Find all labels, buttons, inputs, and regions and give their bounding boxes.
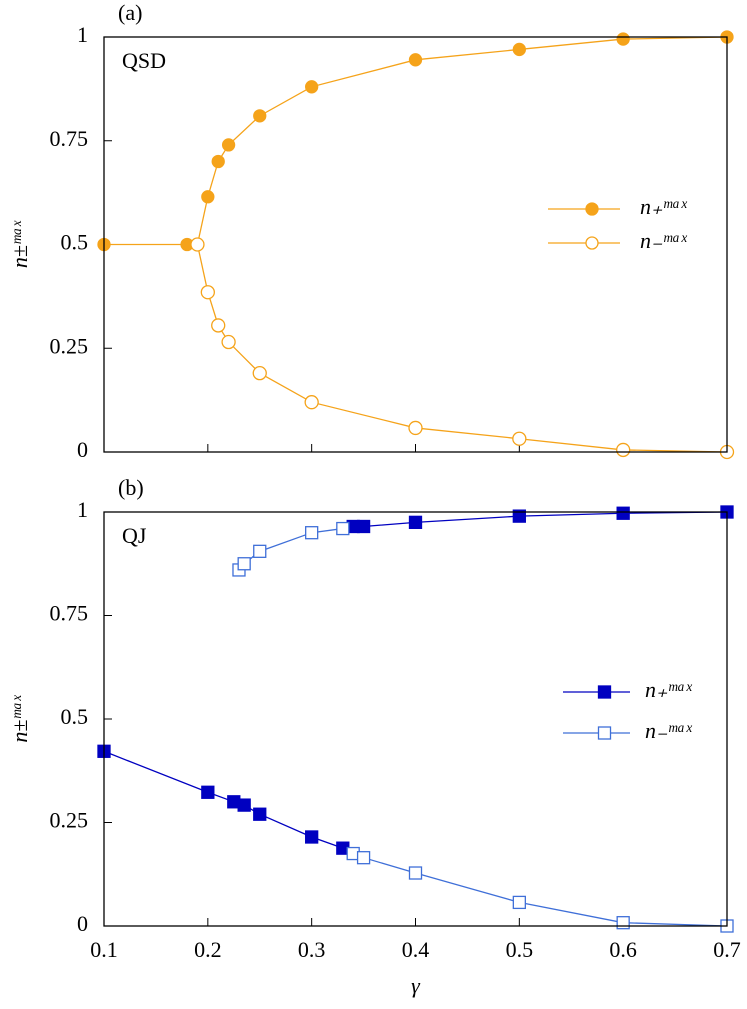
legend-label: n₋ᵐᵃˣ [645, 718, 693, 743]
plot-frame [103, 511, 728, 927]
legend-label: n₋ᵐᵃˣ [640, 228, 688, 253]
marker [237, 557, 251, 571]
marker [512, 42, 526, 57]
marker [253, 807, 267, 821]
legend-marker [585, 202, 599, 216]
marker [616, 32, 630, 46]
marker [200, 285, 215, 300]
x-tick-label: 0.7 [713, 937, 741, 962]
y-tick-label: 0 [77, 911, 88, 936]
marker [305, 526, 319, 540]
legend-marker [597, 726, 612, 740]
marker [356, 519, 371, 534]
marker [512, 895, 526, 910]
panel-label: (a) [118, 0, 142, 25]
marker [616, 916, 630, 930]
marker [253, 544, 267, 558]
series-line [196, 244, 728, 453]
plot-frame [103, 36, 728, 453]
y-tick-label: 0.5 [61, 704, 89, 729]
marker [201, 785, 215, 799]
y-tick-label: 0.5 [61, 230, 89, 255]
y-tick-label: 0.75 [50, 126, 89, 151]
marker [211, 318, 226, 333]
marker [237, 798, 251, 812]
marker [616, 506, 630, 520]
marker [408, 53, 423, 67]
marker [221, 138, 236, 152]
series-line [352, 852, 728, 927]
x-tick-label: 0.2 [194, 937, 222, 962]
y-tick-label: 1 [77, 497, 88, 522]
y-tick-label: 0.25 [50, 333, 89, 358]
legend-label: n₊ᵐᵃˣ [645, 677, 693, 702]
marker [512, 509, 526, 523]
y-axis-label: n±ᵐᵃˣ [7, 695, 32, 743]
x-tick-label: 0.4 [402, 937, 430, 962]
marker [305, 830, 319, 844]
series-line [104, 36, 728, 246]
marker [408, 420, 423, 436]
marker [252, 365, 267, 381]
marker [221, 334, 236, 350]
panel-label: (b) [118, 475, 144, 500]
marker [305, 80, 319, 94]
y-tick-label: 1 [77, 22, 88, 47]
marker [356, 851, 371, 865]
y-tick-label: 0.25 [50, 808, 89, 833]
legend-label: n₊ᵐᵃˣ [640, 194, 688, 219]
marker [201, 190, 215, 204]
marker [253, 109, 267, 123]
annotation: QJ [122, 523, 147, 548]
marker [512, 431, 527, 446]
annotation: QSD [122, 48, 166, 73]
marker [408, 866, 423, 880]
x-tick-label: 0.3 [298, 937, 326, 962]
y-axis-label: n±ᵐᵃˣ [7, 220, 32, 268]
marker [190, 237, 205, 252]
y-tick-label: 0.75 [50, 601, 89, 626]
marker [304, 395, 319, 410]
marker [336, 521, 350, 536]
x-axis-label: γ [411, 973, 421, 998]
legend-marker [597, 685, 612, 699]
legend-marker [585, 236, 599, 250]
x-tick-label: 0.6 [609, 937, 637, 962]
y-tick-label: 0 [77, 437, 88, 462]
marker [616, 442, 631, 458]
marker [211, 154, 225, 169]
x-tick-label: 0.5 [506, 937, 534, 962]
x-tick-label: 0.1 [90, 937, 118, 962]
marker [408, 515, 423, 529]
